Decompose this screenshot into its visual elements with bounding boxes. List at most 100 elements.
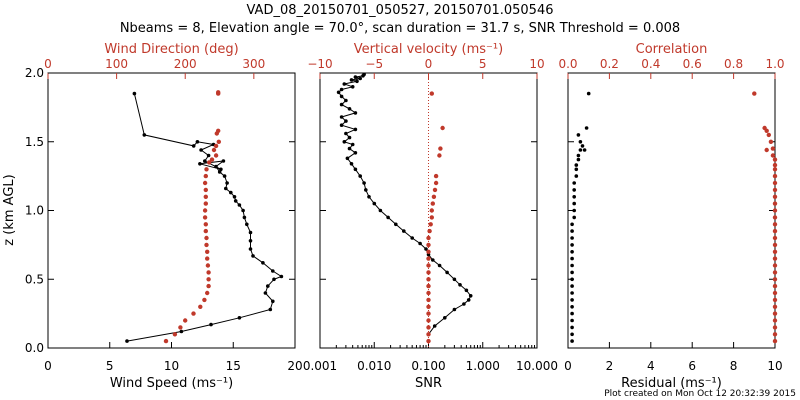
data-point: [339, 123, 344, 127]
data-point: [216, 90, 221, 95]
data-point: [764, 128, 769, 133]
data-point: [410, 236, 415, 240]
data-point: [772, 242, 778, 248]
y-tick-label: 1.0: [25, 204, 44, 218]
data-point: [426, 311, 431, 316]
data-point: [426, 304, 431, 309]
data-point: [418, 241, 422, 246]
y-tick-label: 2.0: [25, 66, 44, 80]
data-point: [443, 316, 447, 320]
data-point: [203, 159, 207, 163]
x-tick-label: 0.001: [303, 359, 337, 373]
data-point: [772, 228, 778, 234]
data-point: [342, 140, 347, 144]
x-tick-label: 6: [688, 359, 696, 373]
data-point: [339, 115, 344, 119]
data-point: [572, 215, 576, 220]
data-point: [772, 325, 778, 330]
data-point: [586, 91, 591, 96]
data-point: [198, 304, 203, 309]
data-point: [203, 194, 208, 199]
data-point: [378, 208, 383, 213]
x-tick-label: 15: [226, 359, 241, 373]
x-tick-label: 2: [606, 359, 614, 373]
x-tick-label: 0: [44, 359, 52, 373]
panel-right: 0 2 4 6 8 10 0.0 0.2 0.4 0.6 0.8 1.0 Residual (ms⁻¹)…: [558, 42, 784, 391]
data-point: [426, 270, 431, 275]
data-point: [191, 144, 196, 148]
data-point: [202, 297, 207, 303]
data-point: [206, 277, 211, 282]
data-point: [574, 174, 579, 178]
data-point: [570, 243, 574, 247]
data-point: [426, 297, 431, 303]
data-point: [772, 277, 778, 282]
data-point: [437, 263, 442, 268]
data-point: [347, 107, 352, 111]
data-point: [203, 228, 208, 234]
x-tick-label: 10: [164, 359, 179, 373]
data-point: [209, 157, 215, 162]
data-point: [203, 173, 208, 179]
data-point: [268, 307, 273, 312]
data-point: [271, 269, 275, 273]
data-point: [752, 91, 757, 96]
data-point: [772, 167, 778, 172]
data-point: [203, 201, 208, 206]
data-point: [426, 277, 431, 282]
data-point: [768, 139, 774, 144]
data-point: [205, 256, 210, 261]
data-point: [576, 133, 581, 137]
title-line-1: VAD_08_20150701_050527, 20150701.050546: [247, 3, 554, 18]
data-point: [372, 201, 377, 206]
data-point: [132, 91, 137, 96]
top-x-tick-label: 0.8: [724, 57, 743, 71]
data-point: [206, 270, 211, 275]
plot-frame: [567, 72, 776, 349]
data-point: [353, 151, 358, 155]
data-point: [766, 132, 771, 138]
data-point: [232, 195, 237, 199]
data-point: [214, 164, 218, 169]
data-point: [344, 131, 348, 136]
data-point: [427, 228, 432, 234]
data-point: [570, 298, 574, 302]
data-point: [426, 290, 431, 296]
data-point: [572, 181, 576, 185]
y-tick-label: 1.5: [25, 135, 44, 149]
data-point: [772, 194, 778, 199]
data-point: [353, 167, 358, 172]
top-x-tick-label: −10: [307, 57, 332, 71]
data-point: [353, 127, 358, 132]
data-point: [263, 291, 268, 295]
top-x-tick-label: −5: [365, 57, 383, 71]
top-x-axis-label: Wind Direction (deg): [104, 42, 238, 57]
data-point: [345, 156, 350, 161]
data-point: [245, 222, 249, 227]
data-point: [426, 235, 431, 241]
data-point: [209, 322, 213, 327]
data-point: [203, 222, 208, 227]
data-point: [216, 139, 221, 144]
data-point: [199, 148, 203, 152]
data-point: [570, 332, 574, 337]
data-point: [242, 215, 247, 220]
x-tick-label: 20: [287, 359, 302, 373]
plot-frame: [47, 72, 296, 349]
data-point: [433, 180, 439, 186]
data-point: [347, 135, 352, 140]
y-axis-label: z (km AGL): [2, 174, 17, 245]
data-point: [772, 235, 778, 241]
data-point: [462, 302, 466, 306]
data-point: [204, 167, 209, 172]
data-point: [241, 208, 245, 213]
data-point: [205, 263, 211, 268]
data-point: [426, 338, 431, 344]
data-point: [248, 239, 253, 243]
data-point: [342, 82, 347, 86]
data-point: [433, 173, 439, 179]
data-point: [229, 190, 233, 195]
data-point: [205, 290, 210, 296]
